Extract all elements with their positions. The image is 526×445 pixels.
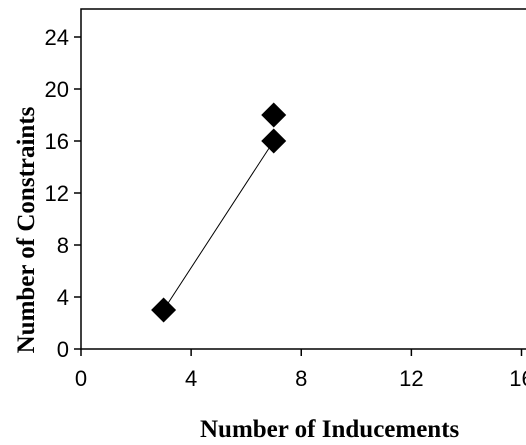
x-tick-label: 16 — [509, 366, 526, 391]
trendline — [163, 140, 275, 311]
y-tick-label: 20 — [45, 77, 69, 102]
x-tick-label: 8 — [295, 366, 307, 391]
y-tick-label: 0 — [57, 337, 69, 362]
data-point-diamond — [261, 102, 287, 128]
x-axis: 0 4 8 12 16 — [75, 349, 526, 391]
y-tick-label: 12 — [45, 181, 69, 206]
x-tick-label: 4 — [185, 366, 197, 391]
y-tick-label: 16 — [45, 129, 69, 154]
x-tick-label: 0 — [75, 366, 87, 391]
x-tick-label: 12 — [399, 366, 423, 391]
plot-area — [80, 8, 526, 350]
y-axis-title: Number of Constraints — [13, 106, 40, 353]
y-tick-label: 4 — [57, 285, 69, 310]
data-point-diamond — [261, 128, 287, 154]
trendline-layer — [163, 140, 275, 311]
x-axis-title: Number of Inducements — [200, 416, 460, 443]
y-tick-label: 24 — [45, 25, 69, 50]
data-point-diamond — [151, 297, 177, 323]
y-tick-label: 8 — [57, 233, 69, 258]
y-axis: 0 4 8 12 16 20 24 — [45, 25, 81, 362]
data-points — [151, 102, 287, 323]
